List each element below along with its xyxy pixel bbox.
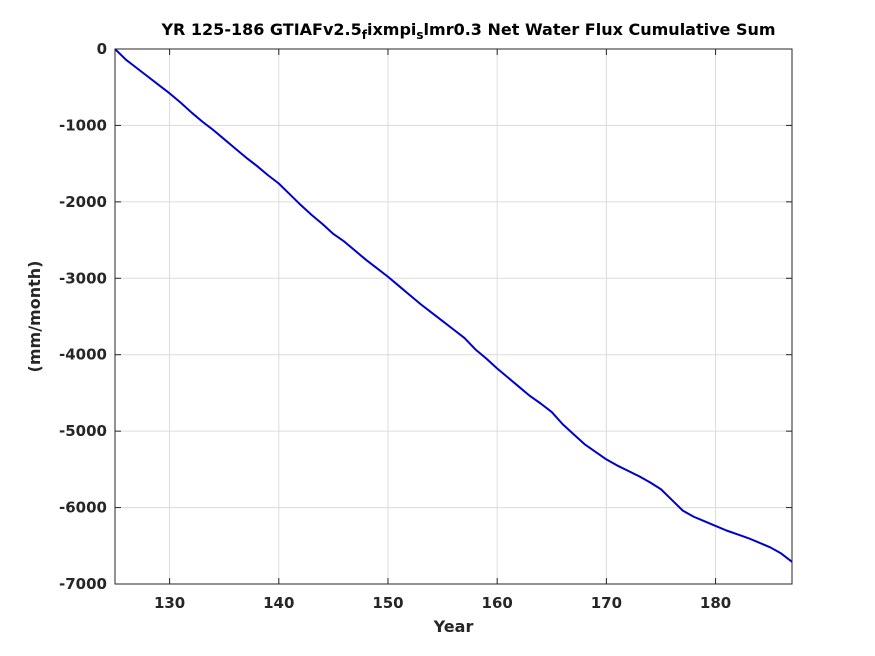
title-part: YR 125-186 GTIAFv2.5: [160, 20, 361, 39]
y-tick-label: -6000: [59, 499, 107, 517]
grid: [115, 48, 792, 585]
y-tick-label: -7000: [59, 575, 107, 593]
y-tick-label: 0: [97, 40, 107, 58]
y-tick-label: -2000: [59, 193, 107, 211]
title-part: ixmpi: [367, 20, 416, 39]
x-tick-label: 160: [482, 594, 513, 612]
x-tick-label: 150: [372, 594, 403, 612]
x-axis-label: Year: [433, 617, 474, 636]
y-tick-label: -5000: [59, 422, 107, 440]
series-line-0: [114, 48, 793, 563]
plot-frame: [114, 48, 793, 585]
title-part: s: [416, 28, 423, 42]
title-part: f: [362, 28, 368, 42]
series-layer: [114, 48, 793, 563]
x-tick-label: 180: [700, 594, 731, 612]
y-tick-label: -3000: [59, 269, 107, 287]
y-tick-label: -1000: [59, 116, 107, 134]
x-tick-label: 170: [591, 594, 622, 612]
x-tick-label: 140: [263, 594, 294, 612]
chart-title: YR 125-186 GTIAFv2.5fixmpislmr0.3 Net Wa…: [160, 20, 775, 42]
y-tick-label: -4000: [59, 346, 107, 364]
title-part: lmr0.3 Net Water Flux Cumulative Sum: [424, 20, 776, 39]
y-axis-label: (mm/month): [25, 261, 44, 373]
ticks: 130 140 150 160 170 180 0 -1000 -2000 -3000 -4000 -…: [59, 40, 792, 612]
x-tick-label: 130: [154, 594, 185, 612]
